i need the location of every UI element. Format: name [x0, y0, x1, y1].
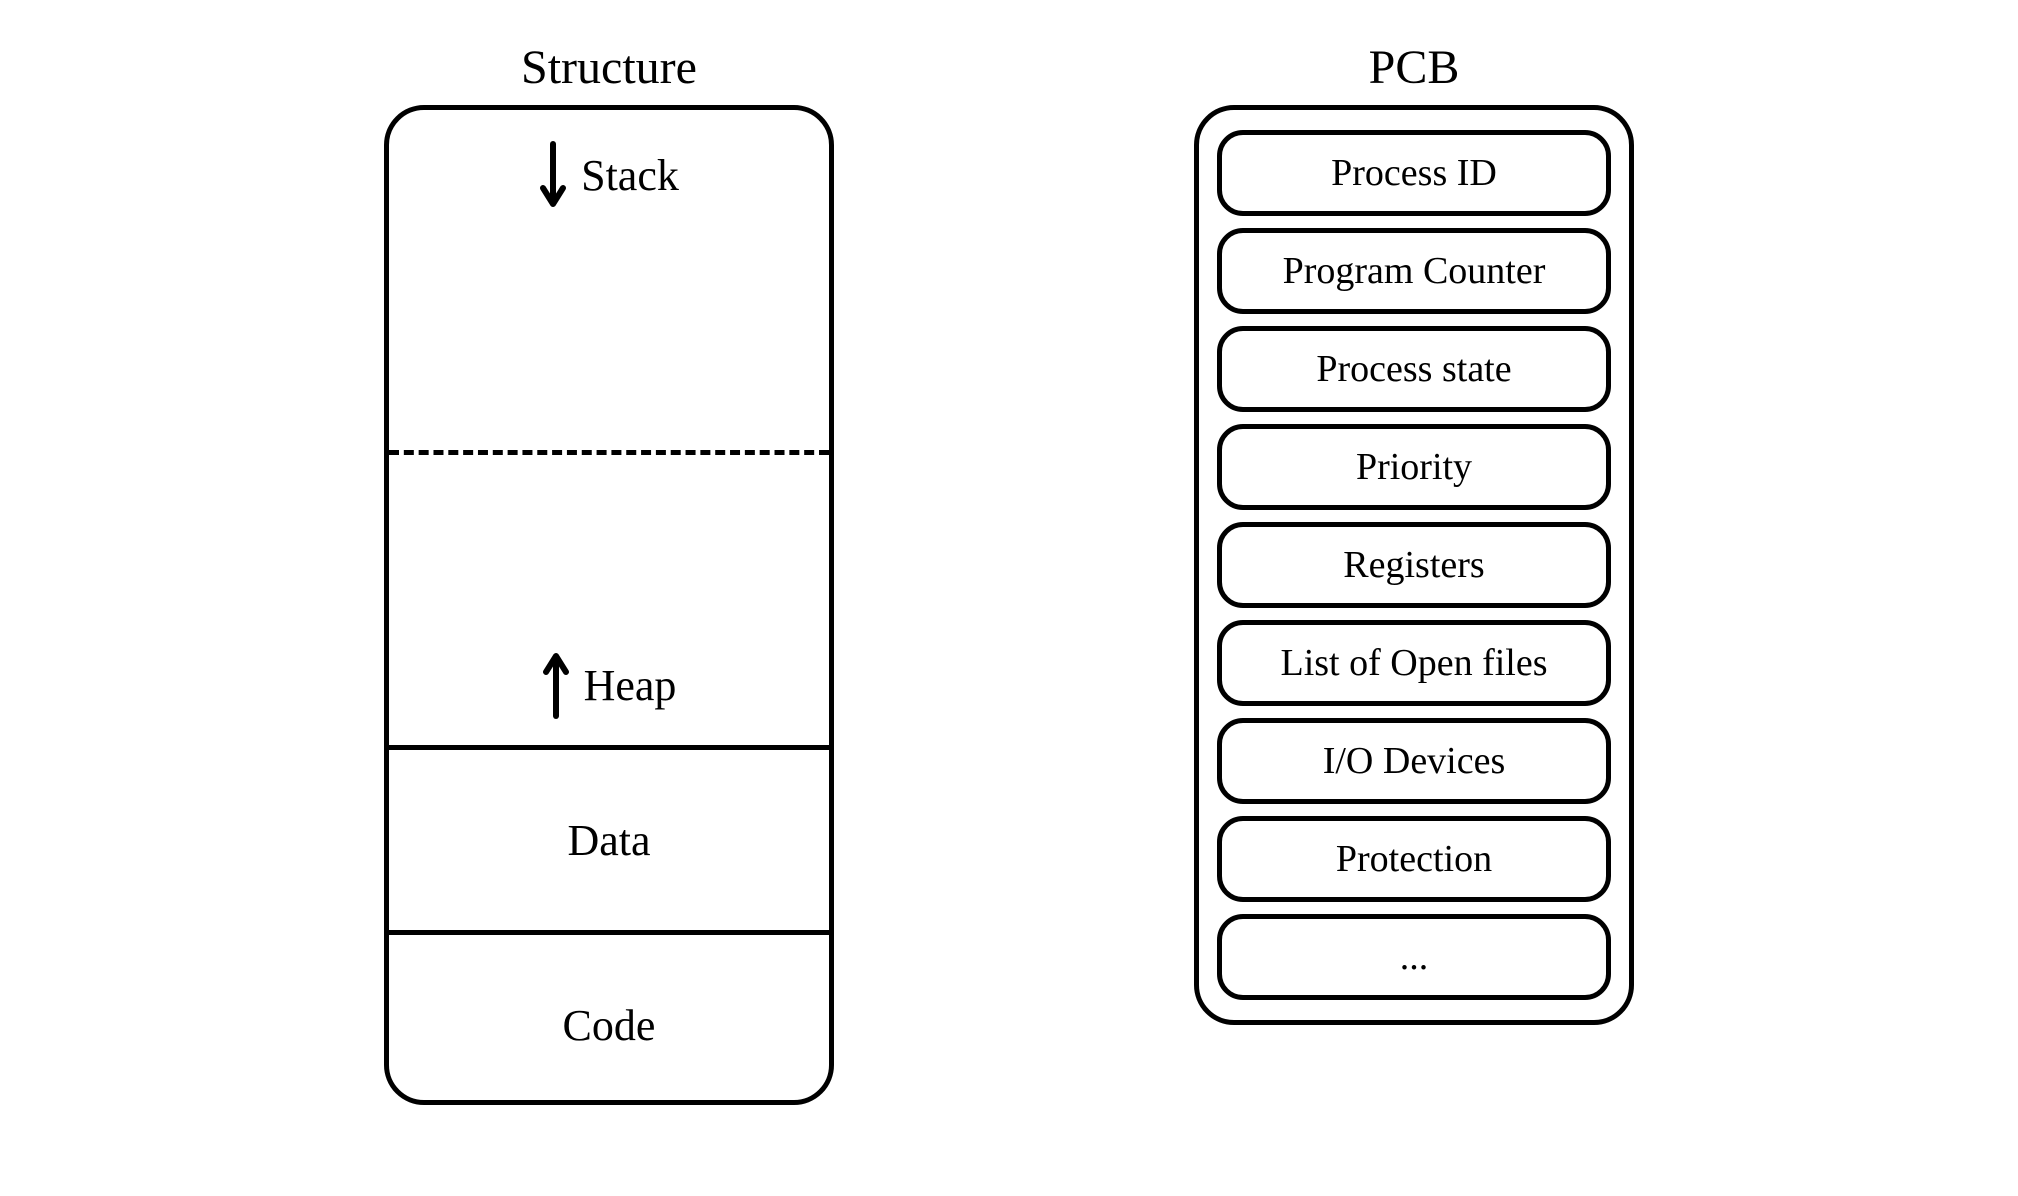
- segment-code-label: Code: [563, 1000, 656, 1051]
- pcb-item-more: ...: [1217, 914, 1611, 1000]
- structure-box: Stack Heap Data Code: [384, 105, 834, 1105]
- pcb-item-priority: Priority: [1217, 424, 1611, 510]
- pcb-item-registers: Registers: [1217, 522, 1611, 608]
- arrow-down-icon: [539, 140, 567, 210]
- segment-data-label: Data: [567, 815, 650, 866]
- arrow-up-icon: [542, 650, 570, 720]
- pcb-item-open-files: List of Open files: [1217, 620, 1611, 706]
- pcb-box: Process ID Program Counter Process state…: [1194, 105, 1634, 1025]
- pcb-item-process-state: Process state: [1217, 326, 1611, 412]
- divider-dashed: [389, 450, 829, 455]
- pcb-column: PCB Process ID Program Counter Process s…: [1194, 40, 1634, 1025]
- structure-column: Structure Stack Heap: [384, 40, 834, 1105]
- pcb-item-process-id: Process ID: [1217, 130, 1611, 216]
- segment-data: Data: [389, 750, 829, 930]
- pcb-title: PCB: [1369, 40, 1460, 95]
- segment-stack-label: Stack: [581, 150, 679, 201]
- pcb-item-program-counter: Program Counter: [1217, 228, 1611, 314]
- structure-title: Structure: [521, 40, 697, 95]
- segment-heap-label: Heap: [584, 660, 677, 711]
- segment-heap: Heap: [389, 640, 829, 730]
- pcb-item-io-devices: I/O Devices: [1217, 718, 1611, 804]
- segment-stack: Stack: [389, 130, 829, 220]
- pcb-item-protection: Protection: [1217, 816, 1611, 902]
- divider-data-code: [384, 930, 834, 935]
- segment-code: Code: [389, 940, 829, 1105]
